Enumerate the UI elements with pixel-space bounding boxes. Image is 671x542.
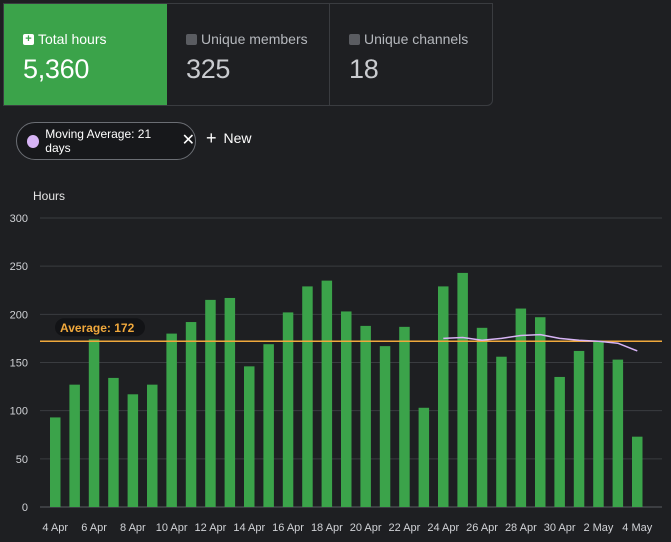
chip-label: Moving Average: 21 days — [45, 127, 152, 155]
bar — [108, 377, 119, 507]
x-tick-label: 18 Apr — [311, 522, 343, 534]
hours-bar-chart: Hours 0 50 100 150 200 250 300 4 Apr 6 Apr 8 Apr 10… — [0, 180, 671, 542]
bar — [612, 359, 624, 507]
series-color-dot-icon — [27, 134, 40, 148]
x-tick-label: 16 Apr — [272, 522, 304, 534]
bar — [88, 339, 100, 507]
bar — [127, 394, 139, 507]
stat-label-row: Unique members — [186, 30, 329, 48]
stat-label-row: + Total hours — [23, 30, 167, 48]
bar — [341, 311, 352, 507]
checkbox-checked-icon[interactable]: + — [23, 34, 34, 45]
y-tick-label: 200 — [10, 309, 28, 321]
x-tick-label: 30 Apr — [544, 522, 576, 534]
y-tick-label: 0 — [22, 502, 28, 514]
x-tick-label: 4 May — [622, 522, 652, 534]
y-tick-label: 100 — [10, 406, 28, 418]
y-tick-label: 50 — [16, 454, 28, 466]
x-tick-label: 2 May — [583, 522, 613, 534]
bar — [535, 317, 546, 507]
moving-average-line — [443, 333, 638, 352]
bar — [244, 366, 255, 507]
new-button-label: New — [223, 130, 252, 146]
stat-label-row: Unique channels — [349, 30, 492, 48]
plus-icon: + — [206, 128, 217, 148]
x-tick-label: 14 Apr — [233, 522, 265, 534]
checkbox-unchecked-icon[interactable] — [186, 34, 197, 45]
y-tick-label: 150 — [10, 358, 28, 370]
stat-label: Total hours — [38, 31, 107, 47]
x-tick-label: 6 Apr — [81, 522, 107, 534]
x-tick-label: 8 Apr — [120, 522, 146, 534]
x-tick-label: 22 Apr — [389, 522, 421, 534]
y-tick-label: 250 — [10, 261, 28, 273]
checkbox-unchecked-icon[interactable] — [349, 34, 360, 45]
bar — [224, 297, 236, 507]
stat-value: 18 — [349, 54, 379, 84]
bar — [147, 384, 158, 507]
bar — [593, 341, 604, 507]
x-tick-label: 24 Apr — [427, 522, 459, 534]
stat-value: 5,360 — [23, 54, 90, 84]
x-tick-label: 26 Apr — [466, 522, 498, 534]
bar — [399, 326, 410, 507]
stat-label: Unique channels — [364, 31, 469, 47]
x-tick-label: 28 Apr — [505, 522, 537, 534]
bar — [573, 350, 585, 507]
bar — [166, 333, 177, 507]
average-label: Average: 172 — [60, 321, 135, 335]
bar — [50, 417, 61, 507]
bar — [457, 272, 468, 507]
close-icon[interactable]: ✕ — [181, 132, 195, 149]
stat-card-unique-members[interactable]: Unique members 325 — [167, 4, 330, 105]
bar — [476, 327, 488, 507]
bar — [185, 322, 197, 507]
bar — [515, 308, 527, 507]
stat-value: 325 — [186, 54, 231, 84]
stat-cards: + Total hours 5,360 Unique members 325 U… — [3, 3, 493, 106]
stat-card-total-hours[interactable]: + Total hours 5,360 — [4, 4, 167, 105]
chart-svg: Hours 0 50 100 150 200 250 300 4 Apr 6 Apr 8 Apr 10… — [10, 189, 662, 534]
x-tick-label: 20 Apr — [350, 522, 382, 534]
bar — [418, 407, 430, 507]
bar — [496, 356, 507, 507]
average-label-background — [55, 318, 145, 337]
stat-card-unique-channels[interactable]: Unique channels 18 — [330, 4, 492, 105]
bar — [360, 325, 371, 507]
y-axis-title: Hours — [33, 189, 65, 203]
x-tick-label: 4 Apr — [42, 522, 68, 534]
x-tick-label: 12 Apr — [195, 522, 227, 534]
bar — [379, 346, 391, 507]
bar — [282, 312, 294, 507]
moving-average-chip[interactable]: Moving Average: 21 days ✕ — [16, 122, 196, 160]
bar — [321, 280, 333, 507]
bar — [632, 436, 643, 507]
bar — [554, 376, 565, 507]
bar — [205, 299, 216, 507]
bar — [438, 286, 449, 507]
stat-label: Unique members — [201, 31, 308, 47]
new-series-button[interactable]: + New — [206, 128, 252, 148]
bar — [302, 286, 313, 507]
x-tick-label: 10 Apr — [156, 522, 188, 534]
bar — [263, 344, 274, 507]
bar — [69, 384, 80, 507]
y-tick-label: 300 — [10, 213, 28, 225]
